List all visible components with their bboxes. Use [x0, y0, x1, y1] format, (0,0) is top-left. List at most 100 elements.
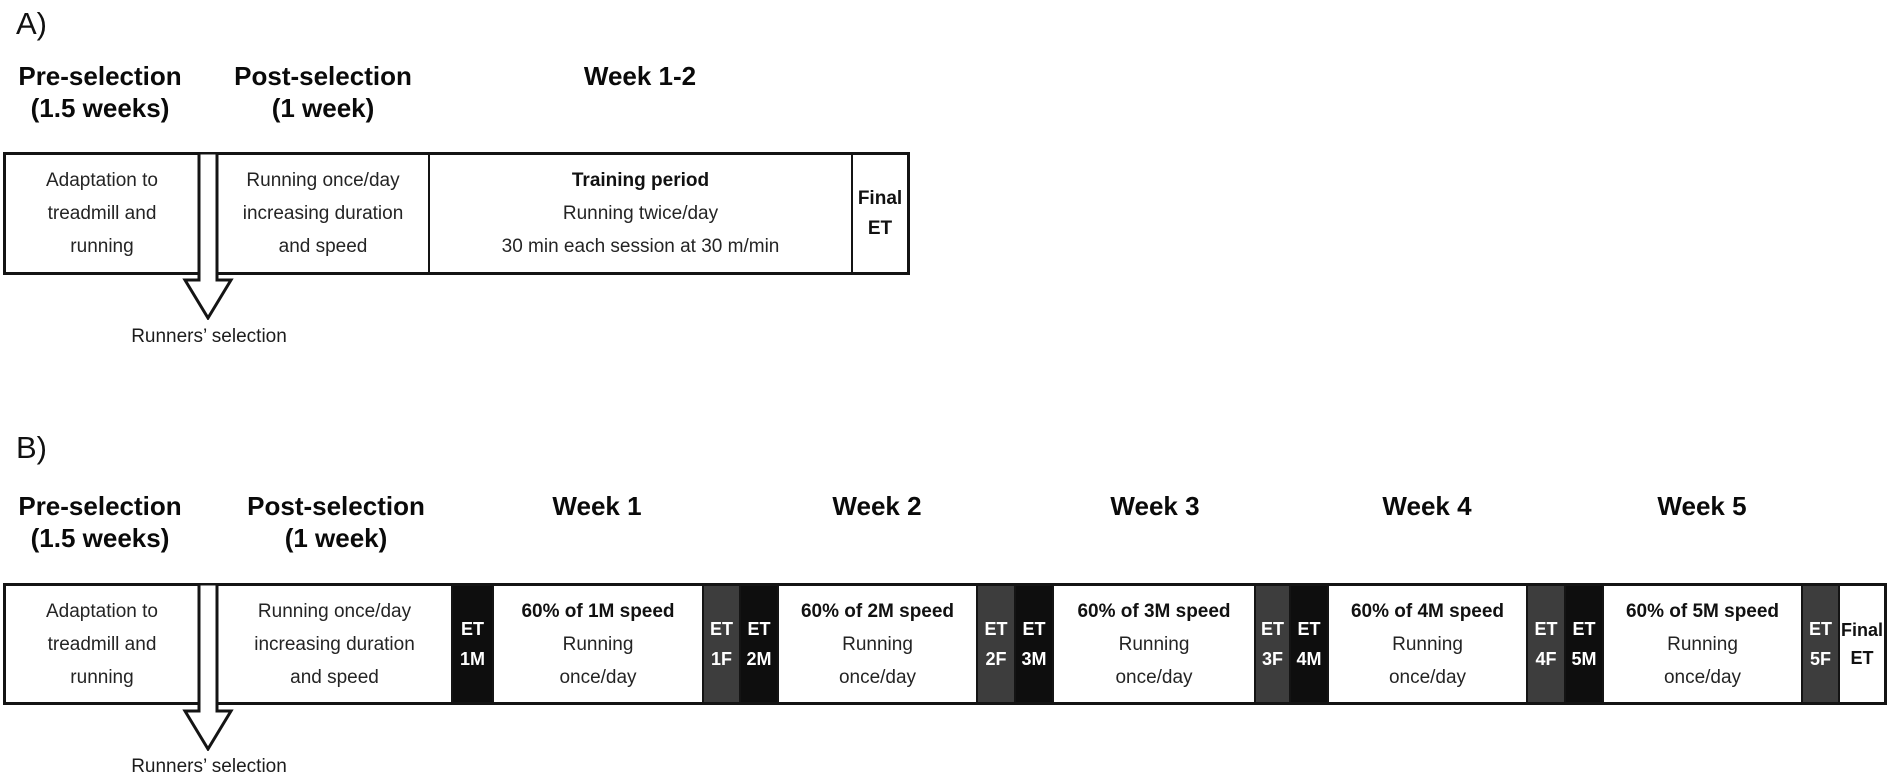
cell-line: 4M: [1296, 649, 1322, 669]
cell-line: Running once/day: [257, 600, 412, 622]
panel-b-adaptation-cell: Adaptation to treadmill and running: [6, 586, 198, 702]
cell-line: 60% of 1M speed: [521, 600, 675, 622]
panel-b-header-week-2: Week 2: [832, 491, 922, 521]
cell-line: Adaptation to: [46, 600, 158, 622]
cell-line: ET: [1808, 619, 1832, 639]
panel-b-week4-cell: 60% of 4M speed Running once/day: [1327, 586, 1526, 702]
panel-b-week1-cell: 60% of 1M speed Running once/day: [492, 586, 702, 702]
cell-line: ET: [867, 217, 893, 239]
cell-line: once/day: [1663, 666, 1742, 688]
cell-line: ET: [709, 619, 733, 639]
cell-line: treadmill and: [47, 203, 157, 224]
cell-line: increasing duration: [254, 633, 415, 655]
header-line: (1 week): [284, 523, 388, 553]
panel-b-timeline-box: Adaptation to treadmill and running Runn…: [3, 583, 1887, 705]
panel-a-adaptation-cell: Adaptation to treadmill and running: [6, 155, 198, 272]
header-line: Post-selection: [247, 491, 425, 521]
panel-b-header-postselection: Post-selection (1 week): [247, 490, 425, 554]
panel-b-week5-cell: 60% of 5M speed Running once/day: [1602, 586, 1801, 702]
cell-line: ET: [1534, 619, 1558, 639]
panel-b-label: B): [16, 430, 47, 465]
panel-a-training-cell: Training period Running twice/day 30 min…: [428, 155, 851, 272]
cell-line: Final: [1840, 620, 1883, 640]
cell-line: 60% of 2M speed: [800, 600, 955, 622]
cell-line: once/day: [559, 666, 637, 688]
cell-line: ET: [984, 619, 1008, 639]
cell-line: 5F: [1809, 649, 1831, 669]
cell-line: ET: [747, 619, 771, 639]
et-test-cell-1f: ET 1F: [702, 586, 739, 702]
et-test-cell-3m: ET 3M: [1014, 586, 1052, 702]
cell-line: ET: [1022, 619, 1046, 639]
cell-line: ET: [1297, 619, 1321, 639]
et-test-cell-4f: ET 4F: [1526, 586, 1564, 702]
panel-b-header-week-1: Week 1: [552, 491, 642, 521]
runners-selection-arrow: [182, 583, 234, 751]
header-line: (1.5 weeks): [30, 523, 170, 553]
panel-a-header-preselection: Pre-selection (1.5 weeks): [18, 60, 181, 124]
cell-line: once/day: [838, 666, 917, 688]
et-test-cell-3f: ET 3F: [1254, 586, 1289, 702]
cell-line: 3F: [1261, 649, 1283, 669]
panel-b-final-et-cell: Final ET: [1838, 586, 1884, 702]
cell-line: Running: [1667, 633, 1738, 655]
cell-line: 60% of 3M speed: [1077, 600, 1231, 622]
cell-line: and speed: [278, 236, 368, 257]
header-line: Pre-selection: [18, 61, 182, 91]
panel-b-header-preselection: Pre-selection (1.5 weeks): [18, 490, 181, 554]
header-line: (1 week): [271, 93, 375, 123]
et-test-cell-2f: ET 2F: [976, 586, 1014, 702]
panel-a-header-week-1-2: Week 1-2: [583, 61, 697, 91]
cell-line: Adaptation to: [46, 170, 158, 191]
cell-line: 3M: [1021, 649, 1047, 669]
header-line: Post-selection: [234, 61, 412, 91]
cell-line: Running: [842, 633, 913, 655]
cell-line: ET: [460, 619, 484, 639]
cell-line: Running: [562, 633, 634, 655]
cell-line: 60% of 4M speed: [1350, 600, 1505, 622]
cell-line: 1M: [459, 649, 485, 669]
cell-line: 30 min each session at 30 m/min: [501, 236, 780, 257]
panel-a-label: A): [16, 6, 47, 41]
cell-line: Running once/day: [246, 170, 400, 191]
header-line: (1.5 weeks): [30, 93, 170, 123]
panel-b-week2-cell: 60% of 2M speed Running once/day: [777, 586, 976, 702]
cell-line: running: [70, 236, 134, 257]
runners-selection-arrow: [182, 152, 234, 320]
cell-line: ET: [1850, 648, 1874, 668]
panel-b-header-week-3: Week 3: [1110, 491, 1200, 521]
et-test-cell-1m: ET 1M: [451, 586, 492, 702]
cell-line: Running: [1392, 633, 1463, 655]
cell-line: ET: [1572, 619, 1596, 639]
et-test-cell-4m: ET 4M: [1289, 586, 1327, 702]
cell-line: Running twice/day: [562, 203, 719, 224]
panel-b-postselection-cell: Running once/day increasing duration and…: [218, 586, 451, 702]
training-period-title: Training period: [571, 170, 710, 191]
panel-b-runners-selection-label: Runners’ selection: [131, 756, 287, 777]
header-line: Pre-selection: [18, 491, 182, 521]
et-test-cell-2m: ET 2M: [739, 586, 777, 702]
panel-a-header-postselection: Post-selection (1 week): [234, 60, 412, 124]
cell-line: increasing duration: [242, 203, 404, 224]
et-test-cell-5f: ET 5F: [1801, 586, 1838, 702]
cell-line: 2M: [746, 649, 772, 669]
panel-a-postselection-cell: Running once/day increasing duration and…: [218, 155, 428, 272]
cell-line: running: [70, 666, 134, 688]
cell-line: 2F: [985, 649, 1007, 669]
cell-line: treadmill and: [47, 633, 157, 655]
cell-line: once/day: [1115, 666, 1193, 688]
cell-line: 1F: [710, 649, 732, 669]
panel-a-final-et-cell: Final ET: [851, 155, 907, 272]
panel-b-header-week-5: Week 5: [1657, 491, 1747, 521]
panel-b-week3-cell: 60% of 3M speed Running once/day: [1052, 586, 1254, 702]
et-test-cell-5m: ET 5M: [1564, 586, 1602, 702]
panel-a-timeline-box: Adaptation to treadmill and running Runn…: [3, 152, 910, 275]
cell-line: 60% of 5M speed: [1625, 600, 1780, 622]
panel-b-header-week-4: Week 4: [1382, 491, 1472, 521]
cell-line: ET: [1260, 619, 1284, 639]
panel-a-runners-selection-label: Runners’ selection: [131, 326, 287, 347]
cell-line: Final: [857, 187, 903, 209]
cell-line: 5M: [1571, 649, 1597, 669]
cell-line: and speed: [290, 666, 379, 688]
